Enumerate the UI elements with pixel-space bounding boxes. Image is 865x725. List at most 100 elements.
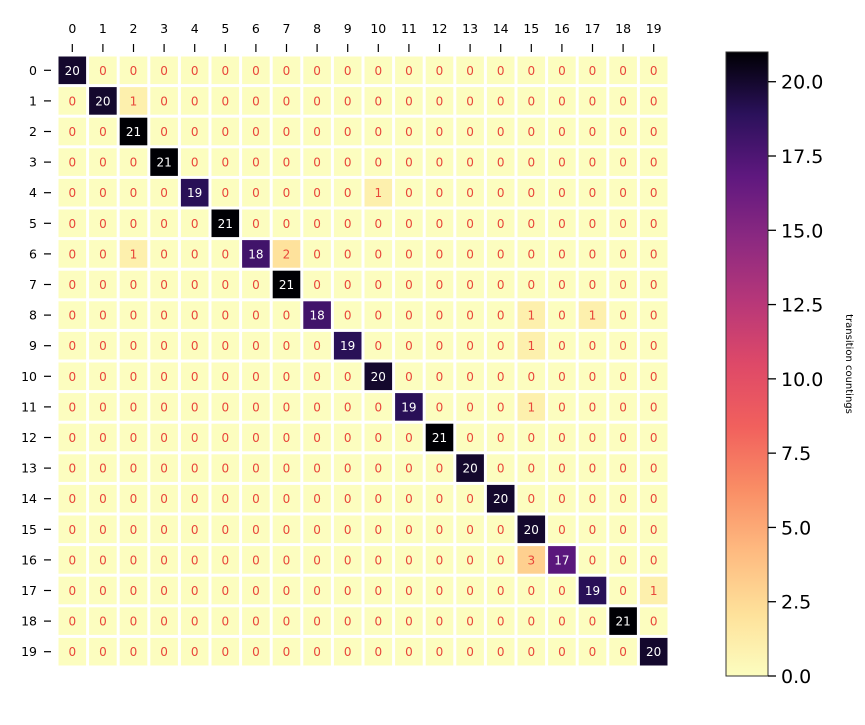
heatmap-cell-7-8 — [303, 270, 331, 299]
heatmap-cell-15-18 — [609, 515, 637, 544]
cell-value-label: 0 — [466, 217, 474, 231]
heatmap-cell-12-8 — [303, 423, 331, 452]
cell-value-label: 0 — [466, 584, 474, 598]
heatmap-cell-8-7 — [272, 301, 301, 329]
heatmap-cell-14-1 — [89, 484, 117, 513]
heatmap-cell-18-5 — [211, 607, 240, 635]
heatmap-cell-17-2 — [119, 576, 148, 605]
heatmap-cell-1-12 — [425, 87, 454, 115]
cell-value-label: 0 — [619, 125, 627, 139]
cell-value-label: 0 — [344, 156, 352, 170]
heatmap-cell-3-1 — [89, 148, 117, 176]
cell-value-label: 0 — [99, 523, 107, 537]
cell-value-label: 0 — [252, 94, 260, 108]
cell-value-label: 0 — [130, 553, 138, 567]
heatmap-cell-18-15 — [517, 607, 546, 635]
heatmap-cell-18-1 — [89, 607, 117, 635]
cell-value-label: 0 — [191, 156, 199, 170]
heatmap-cell-2-3 — [150, 117, 178, 146]
heatmap-cell-4-15 — [517, 178, 546, 207]
heatmap-cell-6-19 — [639, 240, 668, 268]
heatmap-cell-13-8 — [303, 454, 331, 482]
heatmap-cell-11-19 — [639, 393, 668, 421]
cell-value-label: 0 — [68, 584, 76, 598]
cell-value-label: 0 — [160, 278, 168, 292]
heatmap-cell-13-14 — [486, 454, 515, 482]
cell-value-label: 0 — [68, 370, 76, 384]
cell-value-label: 0 — [99, 247, 107, 261]
heatmap-cell-7-14 — [486, 270, 515, 299]
heatmap-cell-14-13 — [456, 484, 484, 513]
heatmap-cell-11-9 — [333, 393, 362, 421]
heatmap-cell-8-8 — [303, 301, 331, 329]
cell-value-label: 0 — [527, 186, 535, 200]
heatmap-cell-6-1 — [89, 240, 117, 268]
cell-value-label: 0 — [527, 125, 535, 139]
heatmap-cell-14-11 — [395, 484, 423, 513]
cell-value-label: 0 — [160, 339, 168, 353]
cell-value-label: 1 — [130, 94, 138, 108]
heatmap-cell-13-0 — [58, 454, 87, 482]
y-tick-label: 2 — [29, 124, 37, 139]
heatmap-cell-14-15 — [517, 484, 546, 513]
cell-value-label: 0 — [558, 523, 566, 537]
cell-value-label: 0 — [527, 645, 535, 659]
heatmap-cell-10-8 — [303, 362, 331, 391]
heatmap-cell-6-16 — [548, 240, 576, 268]
heatmap-cell-1-16 — [548, 87, 576, 115]
heatmap-cell-7-3 — [150, 270, 178, 299]
cell-value-label: 0 — [589, 400, 597, 414]
heatmap-cell-14-18 — [609, 484, 637, 513]
heatmap-cell-14-7 — [272, 484, 301, 513]
heatmap-cell-15-16 — [548, 515, 576, 544]
heatmap-cell-5-2 — [119, 209, 148, 238]
cell-value-label: 0 — [619, 431, 627, 445]
cell-value-label: 0 — [527, 431, 535, 445]
y-tick-label: 1 — [29, 93, 37, 108]
heatmap-cell-8-10 — [364, 301, 393, 329]
cell-value-label: 0 — [619, 339, 627, 353]
heatmap-cell-14-2 — [119, 484, 148, 513]
cell-value-label: 0 — [405, 125, 413, 139]
cell-value-label: 0 — [558, 217, 566, 231]
heatmap-cell-2-4 — [180, 117, 209, 146]
heatmap-cell-5-9 — [333, 209, 362, 238]
heatmap-cell-19-9 — [333, 637, 362, 666]
cell-value-label: 0 — [221, 309, 229, 323]
colorbar-tick-label: 20.0 — [781, 72, 823, 94]
cell-value-label: 0 — [497, 400, 505, 414]
heatmap-cell-11-14 — [486, 393, 515, 421]
heatmap-cell-1-4 — [180, 87, 209, 115]
heatmap-cell-3-15 — [517, 148, 546, 176]
heatmap-cell-15-2 — [119, 515, 148, 544]
heatmap-cell-2-1 — [89, 117, 117, 146]
heatmap-cell-13-4 — [180, 454, 209, 482]
heatmap-cell-5-14 — [486, 209, 515, 238]
cell-value-label: 0 — [160, 309, 168, 323]
cell-value-label: 0 — [344, 615, 352, 629]
heatmap-cell-7-1 — [89, 270, 117, 299]
heatmap-cell-9-5 — [211, 331, 240, 360]
y-tick-label: 16 — [21, 552, 37, 567]
cell-value-label: 0 — [99, 431, 107, 445]
cell-value-label: 0 — [589, 125, 597, 139]
heatmap-cell-16-18 — [609, 546, 637, 574]
cell-value-label: 0 — [405, 64, 413, 78]
heatmap-cell-14-0 — [58, 484, 87, 513]
cell-value-label: 0 — [130, 339, 138, 353]
cell-value-label: 0 — [466, 370, 474, 384]
cell-value-label: 0 — [589, 247, 597, 261]
cell-value-label: 0 — [589, 553, 597, 567]
heatmap-cell-17-14 — [486, 576, 515, 605]
cell-value-label: 0 — [405, 462, 413, 476]
x-tick-label: 11 — [401, 21, 417, 36]
heatmap-cell-2-18 — [609, 117, 637, 146]
cell-value-label: 0 — [68, 339, 76, 353]
heatmap-cell-4-11 — [395, 178, 423, 207]
heatmap-cell-18-10 — [364, 607, 393, 635]
heatmap-cell-2-12 — [425, 117, 454, 146]
heatmap-cell-19-12 — [425, 637, 454, 666]
cell-value-label: 0 — [191, 400, 199, 414]
cell-value-label: 0 — [160, 492, 168, 506]
cell-value-label: 0 — [221, 339, 229, 353]
